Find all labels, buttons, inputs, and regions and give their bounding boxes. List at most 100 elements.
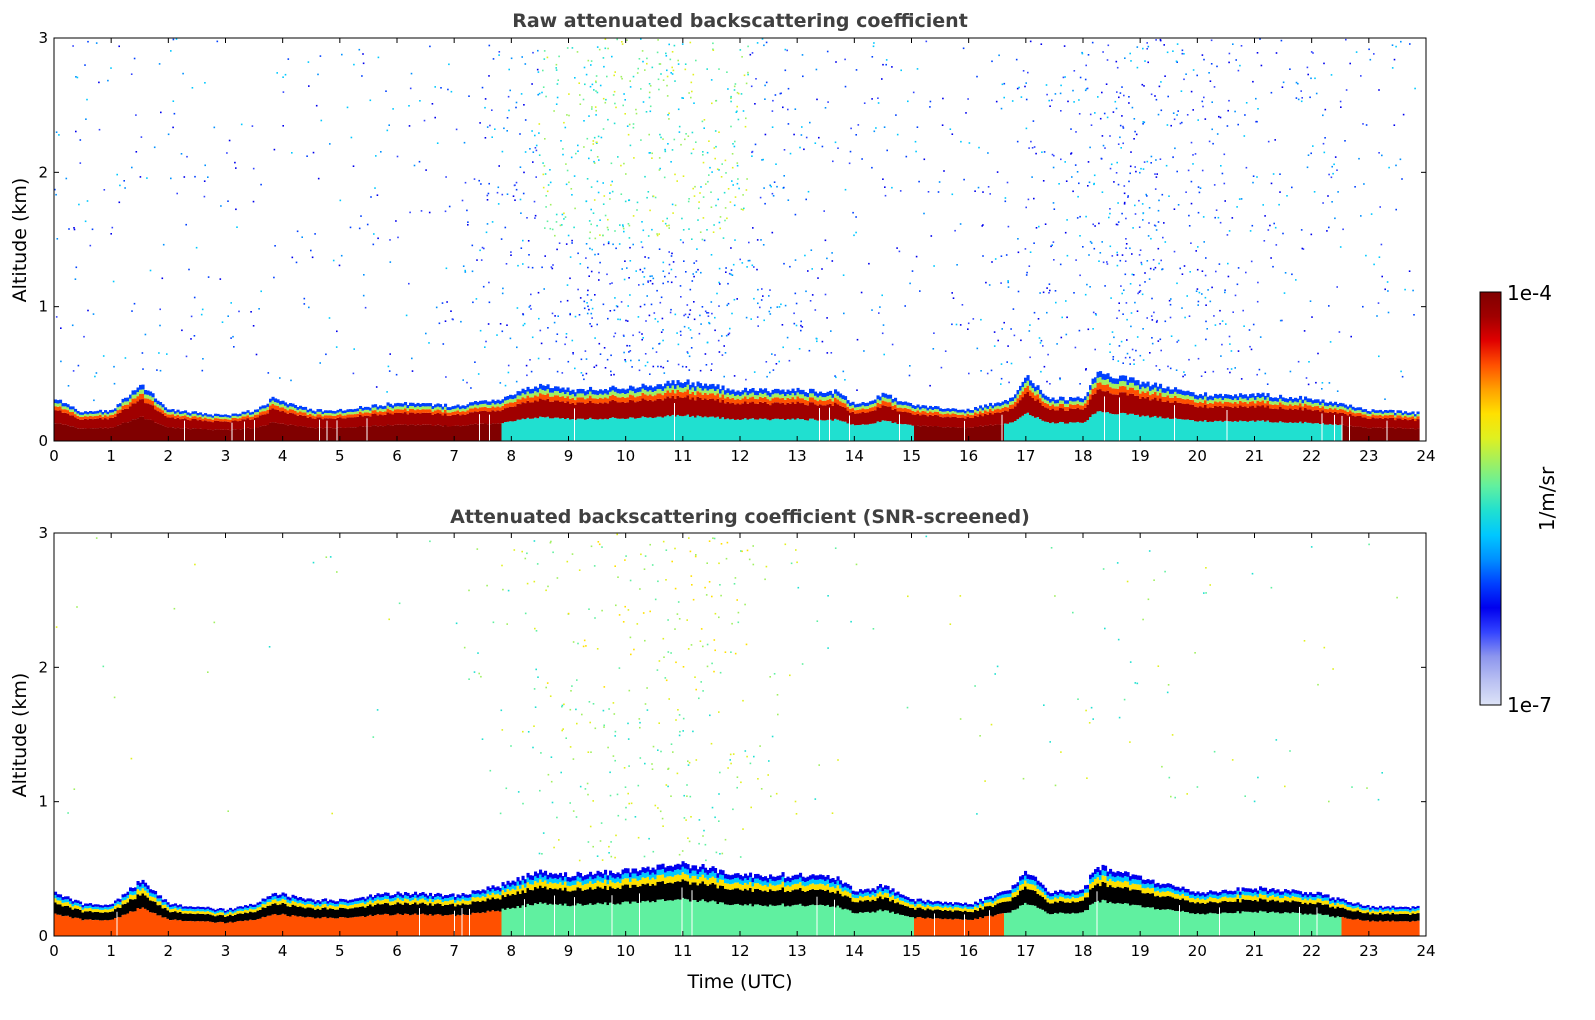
backscatter-column [211, 417, 215, 420]
speckle-pixel [315, 104, 318, 107]
backscatter-column [1126, 385, 1130, 390]
backscatter-column [679, 391, 683, 398]
speckle-pixel [1115, 60, 1118, 63]
speckle-pixel [54, 188, 56, 191]
backscatter-column [781, 397, 785, 403]
backscatter-column [1294, 397, 1298, 402]
speckle-pixel [733, 89, 736, 91]
backscatter-column [691, 391, 695, 398]
speckle-pixel [170, 177, 172, 180]
backscatter-column [529, 393, 533, 398]
backscatter-column [941, 427, 945, 441]
speckle-pixel [541, 91, 543, 94]
backscatter-column [1161, 401, 1165, 419]
backscatter-column [104, 410, 108, 413]
backscatter-column [351, 414, 355, 418]
backscatter-column [654, 395, 658, 401]
speckle-pixel [1216, 133, 1219, 135]
speckle-pixel [816, 98, 818, 101]
speckle-pixel [566, 284, 569, 286]
speckle-pixel [531, 266, 534, 269]
backscatter-column [1124, 413, 1128, 441]
speckle-pixel [669, 311, 672, 314]
speckle-pixel [1088, 181, 1091, 184]
speckle-pixel [1184, 316, 1186, 319]
speckle-pixel [607, 241, 610, 243]
backscatter-column [564, 394, 568, 399]
backscatter-column [471, 424, 475, 442]
backscatter-column [1074, 408, 1078, 423]
backscatter-column [384, 405, 388, 409]
backscatter-column [379, 408, 383, 412]
speckle-pixel [698, 201, 700, 203]
backscatter-column [1409, 417, 1413, 420]
backscatter-column [559, 418, 563, 441]
backscatter-column [86, 416, 90, 420]
speckle-pixel [1098, 260, 1100, 262]
speckle-pixel [1387, 311, 1390, 314]
speckle-pixel [1333, 163, 1335, 166]
speckle-pixel [221, 321, 224, 323]
backscatter-column [391, 411, 395, 415]
speckle-pixel [606, 273, 608, 276]
backscatter-column [1189, 396, 1193, 400]
backscatter-column [1284, 398, 1288, 402]
backscatter-column [351, 409, 355, 413]
speckle-pixel [724, 352, 727, 354]
backscatter-column [1124, 386, 1128, 393]
backscatter-column [424, 424, 428, 441]
speckle-pixel [940, 366, 943, 369]
backscatter-column [544, 386, 548, 391]
speckle-pixel [712, 231, 715, 233]
speckle-pixel [914, 140, 917, 143]
backscatter-column [584, 391, 588, 396]
speckle-pixel [68, 228, 70, 230]
speckle-pixel [615, 305, 618, 307]
backscatter-column [1121, 412, 1125, 441]
backscatter-column [784, 391, 788, 397]
speckle-pixel [809, 300, 812, 302]
speckle-pixel [628, 123, 631, 126]
backscatter-column [1091, 388, 1095, 395]
speckle-pixel [159, 324, 161, 327]
backscatter-column [761, 419, 765, 442]
speckle-pixel [626, 125, 629, 127]
speckle-pixel [590, 325, 593, 328]
backscatter-column [774, 418, 778, 442]
backscatter-column [446, 412, 450, 416]
speckle-pixel [1223, 153, 1226, 156]
backscatter-column [1206, 422, 1210, 441]
backscatter-column [911, 425, 915, 441]
backscatter-column [274, 422, 278, 441]
speckle-pixel [1213, 86, 1216, 88]
speckle-pixel [1264, 372, 1267, 375]
backscatter-column [111, 409, 115, 413]
speckle-pixel [761, 38, 764, 40]
speckle-pixel [535, 149, 538, 152]
speckle-pixel [704, 353, 707, 355]
speckle-pixel [885, 63, 887, 66]
backscatter-column [1184, 391, 1188, 396]
backscatter-column [824, 420, 828, 441]
backscatter-column [664, 416, 668, 441]
speckle-pixel [1190, 242, 1192, 244]
backscatter-column [1064, 403, 1068, 407]
speckle-pixel [1228, 335, 1231, 338]
speckle-pixel [1090, 124, 1093, 126]
speckle-pixel [538, 154, 541, 156]
speckle-pixel [1330, 74, 1333, 76]
speckle-pixel [103, 189, 106, 191]
speckle-pixel [1378, 256, 1381, 258]
speckle-pixel [1172, 50, 1174, 52]
backscatter-column [1301, 406, 1305, 411]
backscatter-column [144, 419, 148, 441]
speckle-pixel [1051, 153, 1054, 156]
speckle-pixel [252, 325, 255, 327]
backscatter-column [1179, 394, 1183, 398]
speckle-pixel [1238, 198, 1241, 200]
backscatter-column [836, 395, 840, 400]
backscatter-column [959, 409, 963, 413]
backscatter-column [524, 390, 528, 395]
speckle-pixel [160, 111, 162, 114]
backscatter-column [299, 405, 303, 409]
